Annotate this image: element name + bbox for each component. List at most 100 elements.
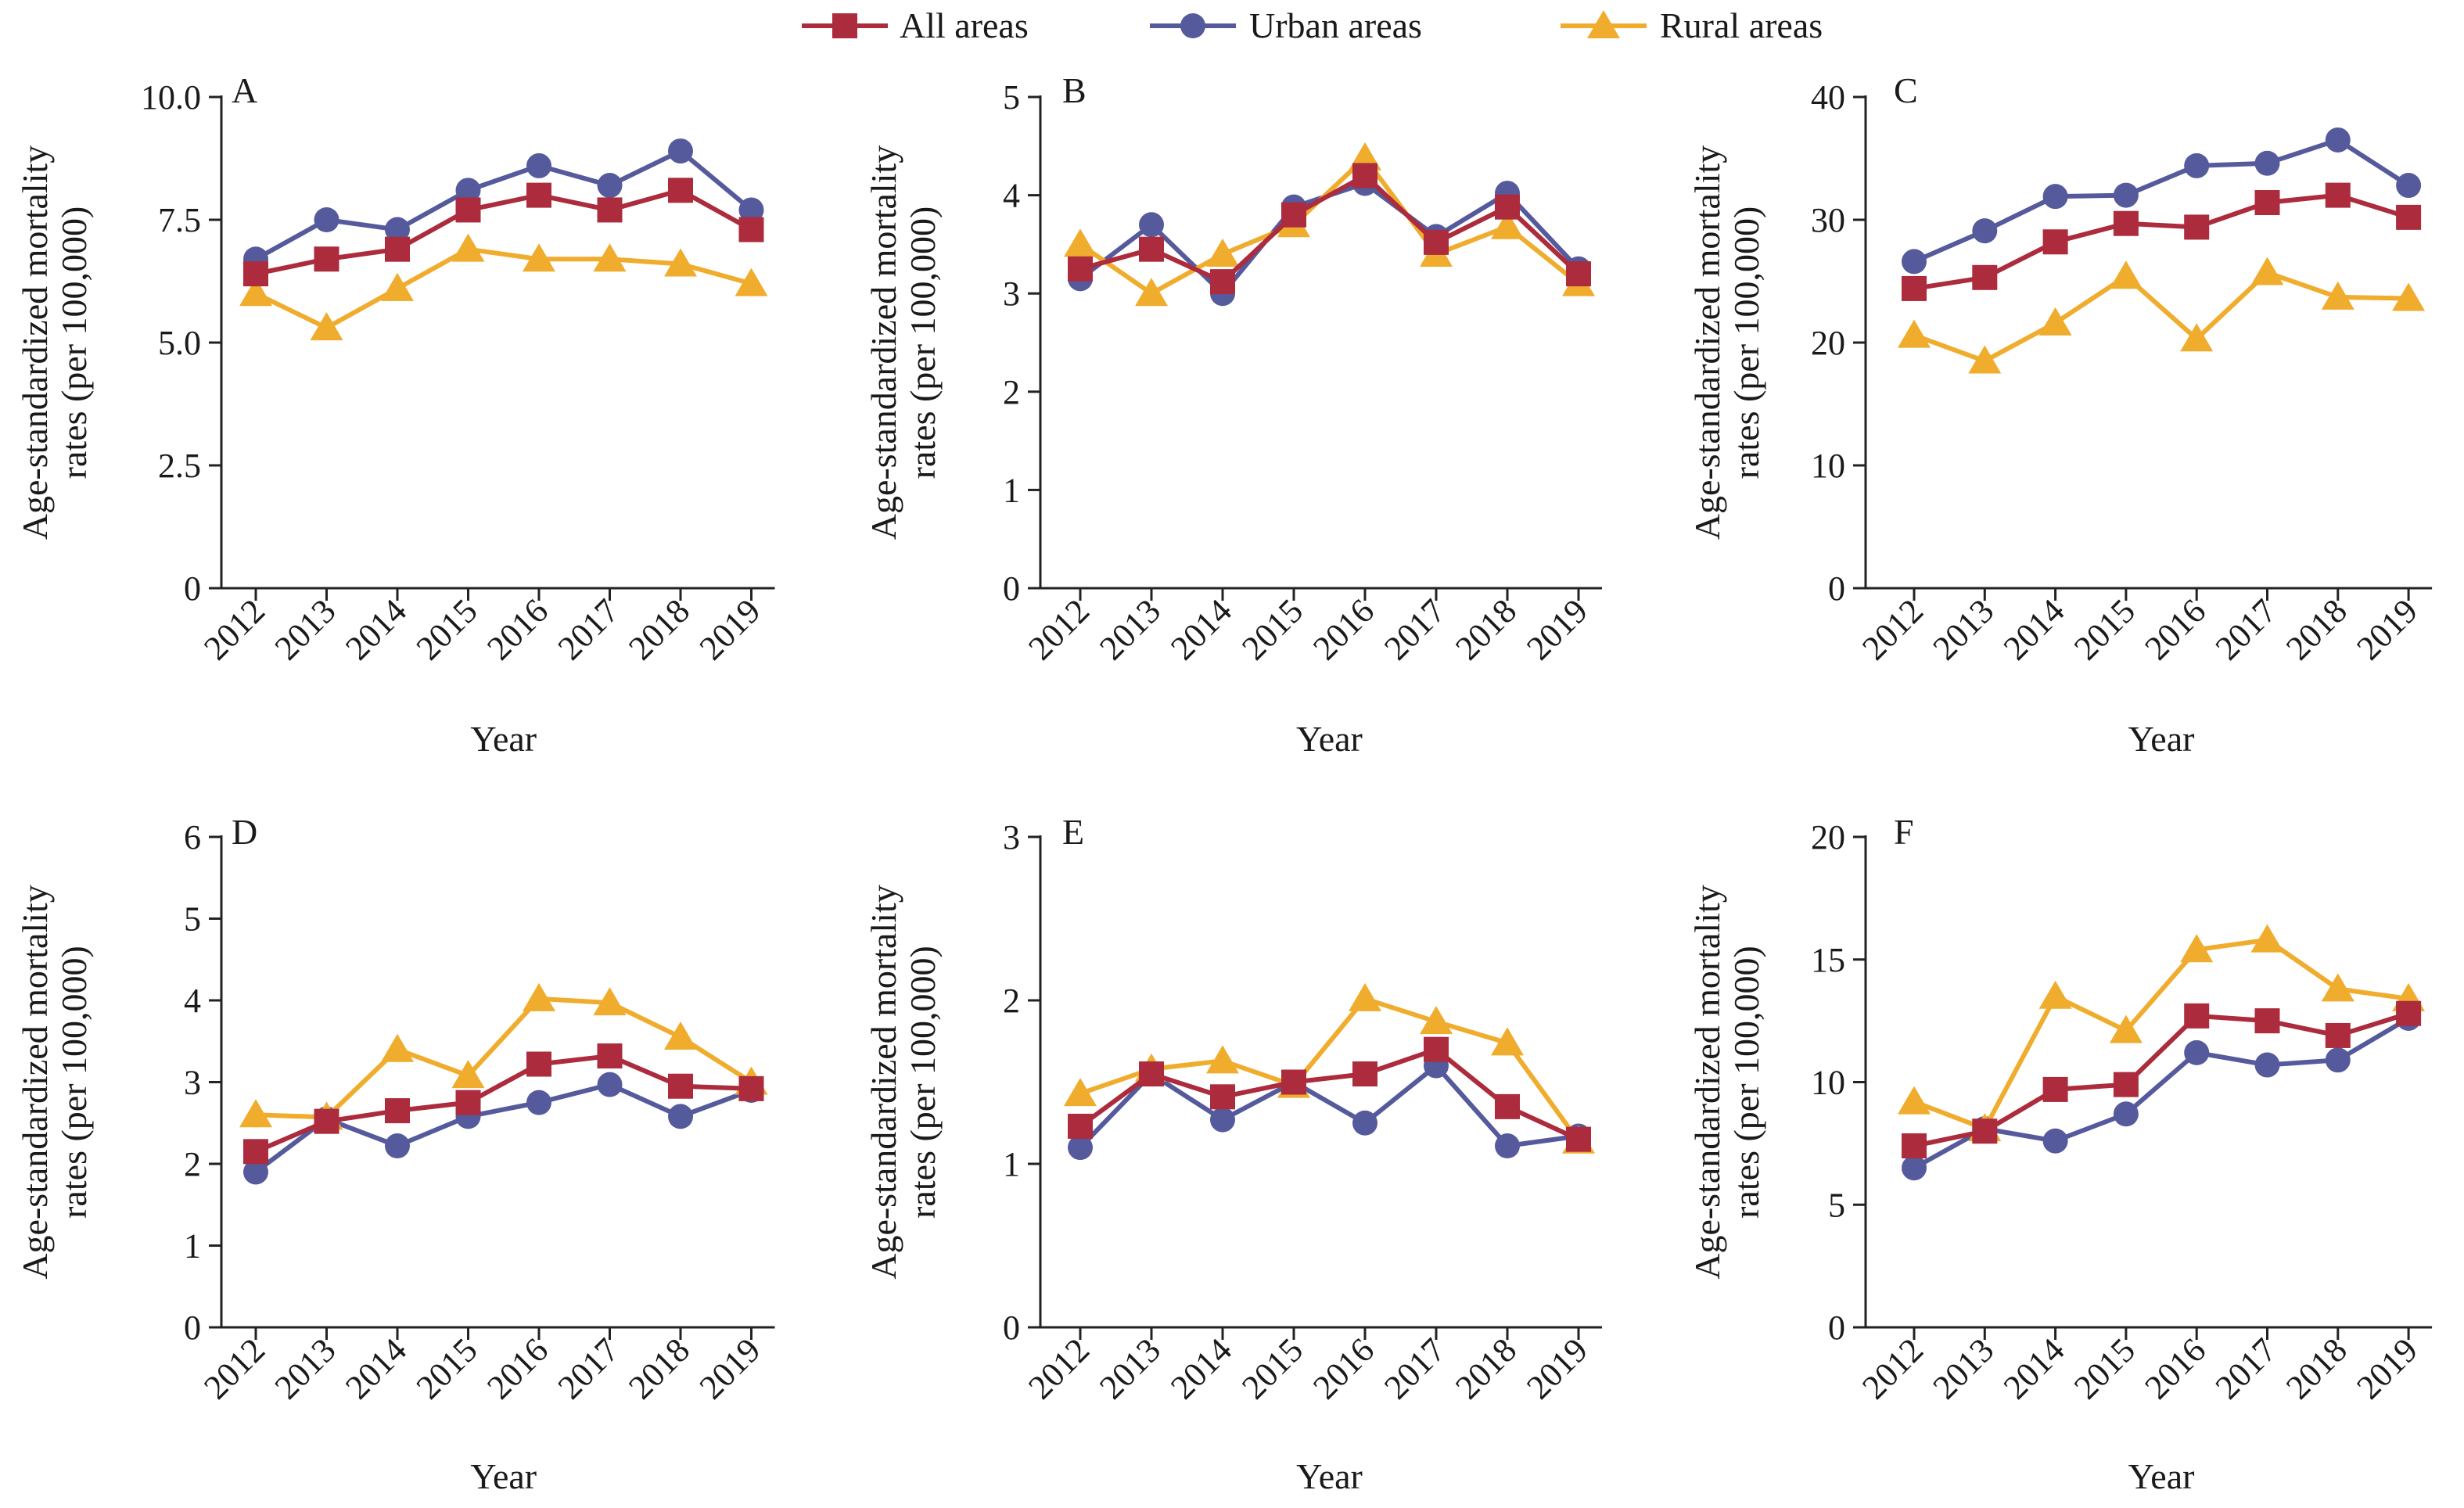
data-point-rural-areas [451,233,485,262]
data-point-all-areas [526,1051,551,1077]
data-point-urban-areas [597,1072,623,1097]
data-point-rural-areas [2321,973,2354,1002]
series-rural-areas [239,233,768,341]
data-point-all-areas [1068,1113,1093,1139]
legend-label: Rural areas [1660,5,1823,45]
data-point-all-areas [597,1043,623,1069]
x-tick-label: 2018 [2279,591,2354,667]
x-tick-label: 2013 [1925,591,2001,667]
x-tick-label: 2018 [621,1330,697,1406]
data-point-rural-areas [2180,934,2214,963]
x-axis-title: Year [2128,1456,2195,1496]
legend-item-urban-areas: Urban areas [1150,5,1422,45]
data-point-all-areas [738,1075,764,1101]
data-point-all-areas [2113,1072,2139,1097]
data-point-rural-areas [664,1021,697,1050]
data-point-all-areas [1210,269,1235,295]
data-point-rural-areas [523,982,555,1011]
data-point-all-areas [1495,1093,1520,1119]
y-tick-label: 6 [184,818,201,856]
x-tick-label: 2017 [1377,1330,1453,1406]
data-point-all-areas [314,1108,339,1134]
x-tick-label: 2013 [268,591,343,667]
series-all-areas [1068,163,1591,295]
data-point-all-areas [1352,163,1377,188]
x-tick-label: 2014 [338,1330,414,1406]
chart-panels: 02.55.07.510.020122013201420152016201720… [15,70,2433,1496]
x-tick-label: 2014 [1996,1330,2072,1406]
data-point-all-areas [1495,194,1520,220]
data-point-urban-areas [738,197,764,223]
x-tick-label: 2015 [1234,1330,1310,1406]
data-point-rural-areas [2321,281,2354,310]
y-tick-label: 5 [184,900,201,939]
data-point-rural-areas [1135,278,1168,307]
y-tick-label: 1 [1003,471,1020,509]
data-point-rural-areas [1898,319,1931,348]
y-tick-label: 0 [1828,569,1845,608]
y-tick-label: 10 [1811,447,1845,485]
legend-item-rural-areas: Rural areas [1561,5,1823,45]
y-tick-label: 5.0 [158,324,201,362]
data-point-urban-areas [2042,184,2068,210]
y-tick-label: 0 [1828,1309,1845,1347]
data-point-urban-areas [1902,249,1927,275]
x-axis-title: Year [470,719,537,759]
data-point-all-areas [2396,204,2422,230]
x-tick-label: 2018 [621,591,697,667]
data-point-all-areas [385,1098,410,1124]
y-tick-label: 0 [184,1309,201,1347]
x-tick-label: 2019 [692,1330,768,1406]
data-point-rural-areas [239,1099,272,1128]
data-point-all-areas [1424,1036,1449,1062]
series-all-areas [243,178,764,287]
panel-label: A [232,70,257,110]
data-point-rural-areas [593,243,627,272]
data-point-rural-areas [451,1060,485,1089]
x-tick-label: 2012 [1855,591,1931,667]
x-axis-title: Year [470,1456,537,1496]
data-point-rural-areas [735,267,768,296]
data-point-all-areas [2113,210,2139,236]
y-axis-title-line: Age-standardized mortality [1687,145,1727,540]
x-tick-label: 2017 [2208,1330,2284,1406]
data-point-rural-areas [2109,1014,2143,1043]
data-point-rural-areas [664,248,697,277]
x-tick-label: 2016 [480,591,555,667]
legend-marker-triangle [1587,10,1620,38]
x-tick-label: 2016 [2137,591,2213,667]
data-point-urban-areas [1139,212,1164,238]
data-point-urban-areas [2325,1047,2351,1073]
x-tick-label: 2014 [1163,1330,1239,1406]
data-point-urban-areas [668,1104,693,1129]
data-point-all-areas [738,217,764,242]
x-tick-label: 2012 [1855,1330,1931,1406]
data-point-all-areas [1139,236,1164,262]
x-tick-label: 2012 [1021,591,1097,667]
data-point-urban-areas [2184,1039,2210,1065]
y-axis-title-line: rates (per 100,000) [903,206,943,479]
data-point-urban-areas [2042,1128,2068,1154]
data-point-urban-areas [2113,1101,2139,1127]
series-all-areas [1902,182,2422,301]
data-point-all-areas [1972,264,1998,290]
series-line-urban-areas [254,149,753,261]
data-point-all-areas [2184,1003,2210,1029]
series-rural-areas [1898,257,2426,374]
y-tick-label: 10.0 [141,78,201,117]
y-tick-label: 10 [1811,1064,1845,1102]
x-tick-label: 2013 [268,1330,343,1406]
x-tick-label: 2015 [2067,591,2143,667]
chart-panel-a: 02.55.07.510.020122013201420152016201720… [15,70,775,759]
x-tick-label: 2019 [692,591,768,667]
x-tick-label: 2014 [1163,591,1239,667]
x-tick-label: 2013 [1925,1330,2001,1406]
series-line-rural-areas [1913,937,2409,1132]
x-tick-label: 2015 [2067,1330,2143,1406]
y-axis-title-line: rates (per 100,000) [903,946,943,1219]
x-tick-label: 2014 [1996,591,2072,667]
data-point-rural-areas [593,987,627,1016]
data-point-rural-areas [1206,1045,1239,1074]
data-point-all-areas [2325,1022,2351,1048]
data-point-all-areas [1902,275,1927,301]
